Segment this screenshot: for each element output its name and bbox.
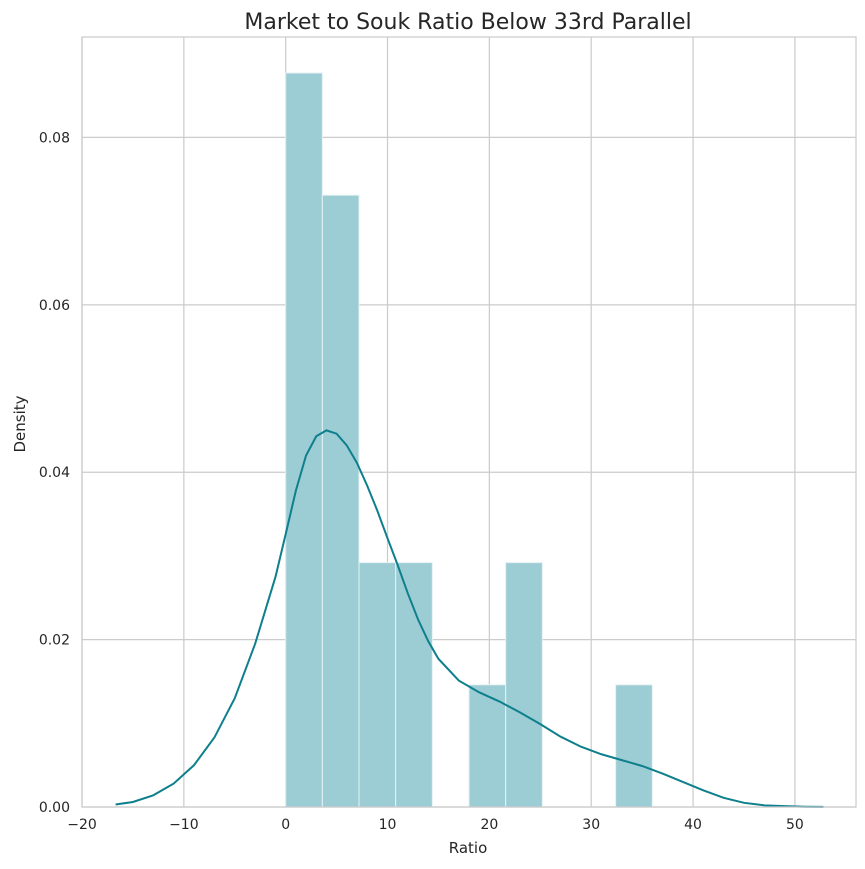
histogram-bar <box>285 72 323 808</box>
x-tick-label: −10 <box>169 817 199 833</box>
chart-title: Market to Souk Ratio Below 33rd Parallel <box>244 10 691 35</box>
y-axis-ticks: 0.00 0.02 0.04 0.06 0.08 <box>39 130 70 816</box>
y-tick-label: 0.02 <box>39 633 70 649</box>
histogram-bar <box>468 684 507 808</box>
y-axis-label: Density <box>11 395 29 452</box>
y-tick-label: 0.06 <box>39 298 70 314</box>
x-tick-label: 30 <box>582 817 600 833</box>
x-tick-label: −20 <box>67 817 97 833</box>
histogram-bar <box>615 684 653 808</box>
histogram-bars <box>285 72 653 808</box>
kde-line <box>115 429 824 808</box>
x-tick-label: 10 <box>379 817 397 833</box>
x-axis-label: Ratio <box>449 839 488 857</box>
histogram-bar <box>321 194 360 808</box>
x-tick-label: 0 <box>281 817 290 833</box>
x-tick-label: 40 <box>684 817 702 833</box>
x-tick-label: 50 <box>786 817 804 833</box>
x-tick-label: 20 <box>480 817 498 833</box>
histogram-bar <box>358 562 397 808</box>
x-axis-ticks: −20 −10 0 10 20 30 40 50 <box>67 817 804 833</box>
histogram-bar <box>505 562 543 808</box>
plot-frame <box>81 36 857 808</box>
y-tick-label: 0.08 <box>39 130 70 146</box>
y-tick-label: 0.04 <box>39 465 70 481</box>
y-tick-label: 0.00 <box>39 800 70 816</box>
histogram-bar <box>395 562 433 808</box>
